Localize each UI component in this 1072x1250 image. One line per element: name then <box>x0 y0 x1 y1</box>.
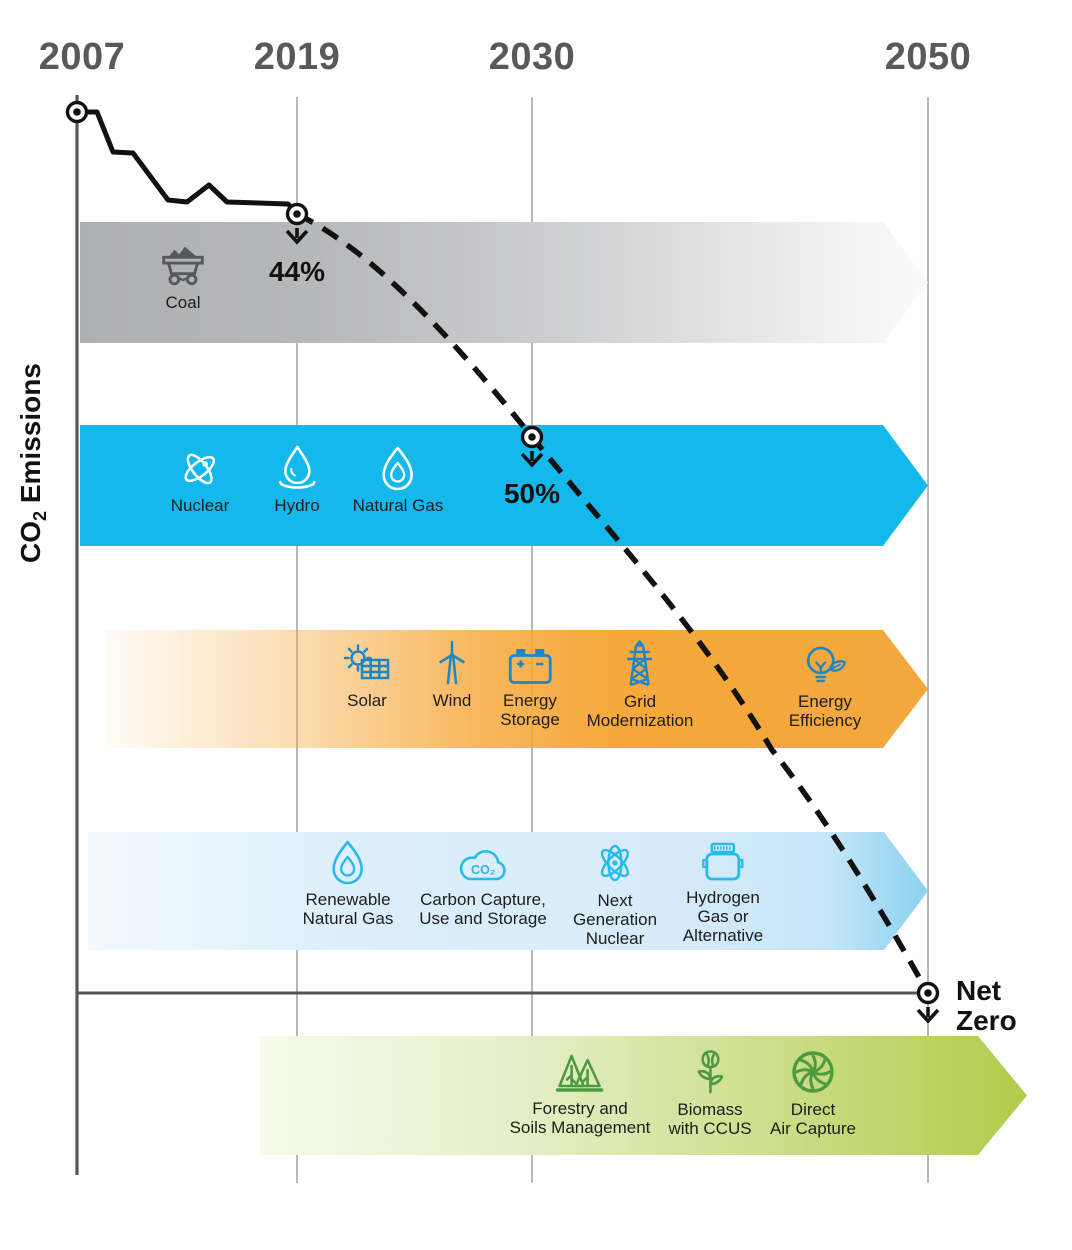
net-zero-label: Net Zero <box>956 975 1017 1037</box>
band-item-label: Renewable Natural Gas <box>302 890 394 929</box>
band-item: Coal <box>156 242 210 312</box>
band-item-label: Hydro <box>274 496 320 515</box>
band-item: Next Generation Nuclear <box>573 840 657 948</box>
atom-icon <box>592 840 638 886</box>
band-item: Wind <box>428 640 476 710</box>
flame-icon <box>326 840 370 885</box>
gas-meter-icon <box>699 841 747 883</box>
band-item-label: Direct Air Capture <box>770 1100 856 1139</box>
year-label-2050: 2050 <box>884 36 972 78</box>
subscript-2: 2 <box>30 510 50 521</box>
band-item-label: Solar <box>347 691 387 710</box>
co2-icon-text: CO₂ <box>471 863 495 877</box>
co2-cloud-icon: CO₂ <box>454 845 512 885</box>
battery-icon <box>506 646 554 686</box>
band-item-label: Next Generation Nuclear <box>572 891 658 949</box>
band-item: Nuclear <box>171 447 230 515</box>
transmission-tower-icon <box>620 639 660 687</box>
band-item-label: Natural Gas <box>352 496 444 515</box>
band-item: Forestry and Soils Management <box>510 1048 651 1137</box>
band-item: Energy Storage <box>500 646 560 729</box>
atom-icon <box>178 447 222 491</box>
band-item-label: Carbon Capture, Use and Storage <box>419 890 547 929</box>
coal-band: Coal <box>80 222 928 343</box>
flower-icon <box>690 1048 730 1095</box>
band-item: Biomass with CCUS <box>668 1048 751 1138</box>
renewables-grid-band: Solar Wind Energy Storage <box>105 630 928 748</box>
band-item-label: Forestry and Soils Management <box>509 1099 651 1138</box>
year-label-2019: 2019 <box>253 36 341 78</box>
carbon-removal-band: Forestry and Soils Management Biomass wi… <box>260 1036 1027 1155</box>
band-item: Natural Gas <box>353 446 444 515</box>
band-item-label: Hydrogen Gas or Alternative <box>682 888 764 946</box>
emerging-technologies-band: Renewable Natural Gas CO₂ Carbon Capture… <box>88 832 928 950</box>
coal-cart-icon <box>156 242 210 288</box>
band-item-label: Grid Modernization <box>586 692 694 731</box>
solar-panel-icon <box>343 644 391 686</box>
band-item: Hydro <box>274 444 319 515</box>
flame-icon <box>376 446 420 491</box>
band-item-label: Wind <box>432 691 472 710</box>
reduction-pct-2030: 50% <box>503 478 561 509</box>
bulb-leaf-icon <box>801 643 849 687</box>
y-axis-label: CO2 Emissions <box>15 363 50 563</box>
reduction-pct-2019: 44% <box>268 256 326 287</box>
band-item: Energy Efficiency <box>789 643 861 730</box>
year-label-2007: 2007 <box>38 36 126 78</box>
fan-icon <box>790 1049 836 1095</box>
band-item-label: Energy Efficiency <box>788 692 862 731</box>
band-item: Direct Air Capture <box>770 1049 856 1138</box>
band-item: Renewable Natural Gas <box>303 840 394 928</box>
water-drop-icon <box>275 444 319 491</box>
band-item: CO₂ Carbon Capture, Use and Storage <box>419 845 547 928</box>
wind-turbine-icon <box>428 640 476 686</box>
trees-icon <box>551 1048 609 1094</box>
band-item-label: Nuclear <box>170 496 230 515</box>
band-item: Solar <box>343 644 391 710</box>
band-item-label: Coal <box>165 293 201 312</box>
band-item-label: Biomass with CCUS <box>668 1100 752 1139</box>
band-item: Hydrogen Gas or Alternative <box>683 841 763 945</box>
year-label-2030: 2030 <box>488 36 576 78</box>
band-item: Grid Modernization <box>587 639 694 730</box>
band-item-label: Energy Storage <box>500 691 560 730</box>
